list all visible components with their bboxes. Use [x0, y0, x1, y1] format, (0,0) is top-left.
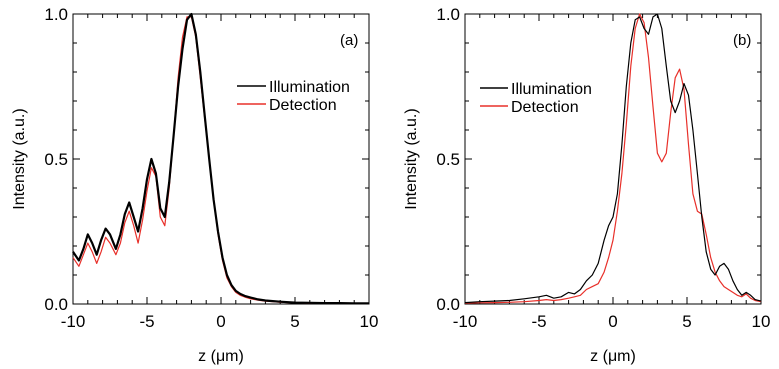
series-line-illumination	[72, 12, 369, 305]
series-line-illumination	[464, 13, 762, 304]
y-tick-label: 0.5	[44, 150, 68, 169]
panel-b-legend: Illumination Detection	[480, 81, 592, 116]
panel-a-label: (a)	[340, 32, 358, 49]
panel-b-y-axis-label: Intensity (a.u.)	[403, 108, 420, 209]
x-tick-label: 5	[290, 312, 299, 331]
x-tick-label: -10	[453, 312, 478, 331]
panel-b-x-ticks: -10 -5 0 5 10	[453, 14, 771, 331]
panel-b-label: (b)	[733, 32, 751, 49]
panel-a-legend-illumination: Illumination	[269, 79, 350, 96]
series-line-detection	[464, 13, 762, 304]
panel-a: -10 -5 0 5 10 0.0 0.5 1.0 (a) Illumination Det…	[11, 5, 378, 365]
panel-b-legend-illumination: Illumination	[511, 81, 592, 98]
panel-a-x-ticks: -10 -5 0 5 10	[61, 14, 379, 331]
panel-a-plot-frame	[72, 13, 370, 305]
panel-b-y-ticks: 0.0 0.5 1.0	[436, 5, 761, 314]
x-tick-label: -10	[61, 312, 86, 331]
panel-b-legend-detection: Detection	[511, 99, 579, 116]
x-tick-label: -5	[139, 312, 154, 331]
panel-a-series	[72, 12, 369, 305]
y-tick-label: 0.0	[44, 295, 68, 314]
panel-a-legend-detection: Detection	[269, 97, 337, 114]
panel-a-legend: Illumination Detection	[237, 79, 350, 114]
x-tick-label: 10	[360, 312, 379, 331]
panel-a-x-axis-label: z (μm)	[198, 348, 244, 365]
series-line-detection	[72, 16, 369, 304]
panel-b-x-axis-label: z (μm)	[590, 348, 636, 365]
x-tick-label: 0	[216, 312, 225, 331]
x-tick-label: -5	[531, 312, 546, 331]
x-tick-label: 10	[752, 312, 771, 331]
panel-b-series	[464, 13, 762, 304]
y-tick-label: 0.0	[436, 295, 460, 314]
panel-a-y-ticks: 0.0 0.5 1.0	[44, 5, 369, 314]
panel-b-plot-frame	[464, 13, 762, 305]
y-tick-label: 0.5	[436, 150, 460, 169]
y-tick-label: 1.0	[436, 5, 460, 24]
y-tick-label: 1.0	[44, 5, 68, 24]
panel-a-y-axis-label: Intensity (a.u.)	[11, 108, 28, 209]
x-tick-label: 0	[608, 312, 617, 331]
panel-b: -10 -5 0 5 10 0.0 0.5 1.0 (b) Illumination Det…	[403, 5, 770, 365]
x-tick-label: 5	[682, 312, 691, 331]
